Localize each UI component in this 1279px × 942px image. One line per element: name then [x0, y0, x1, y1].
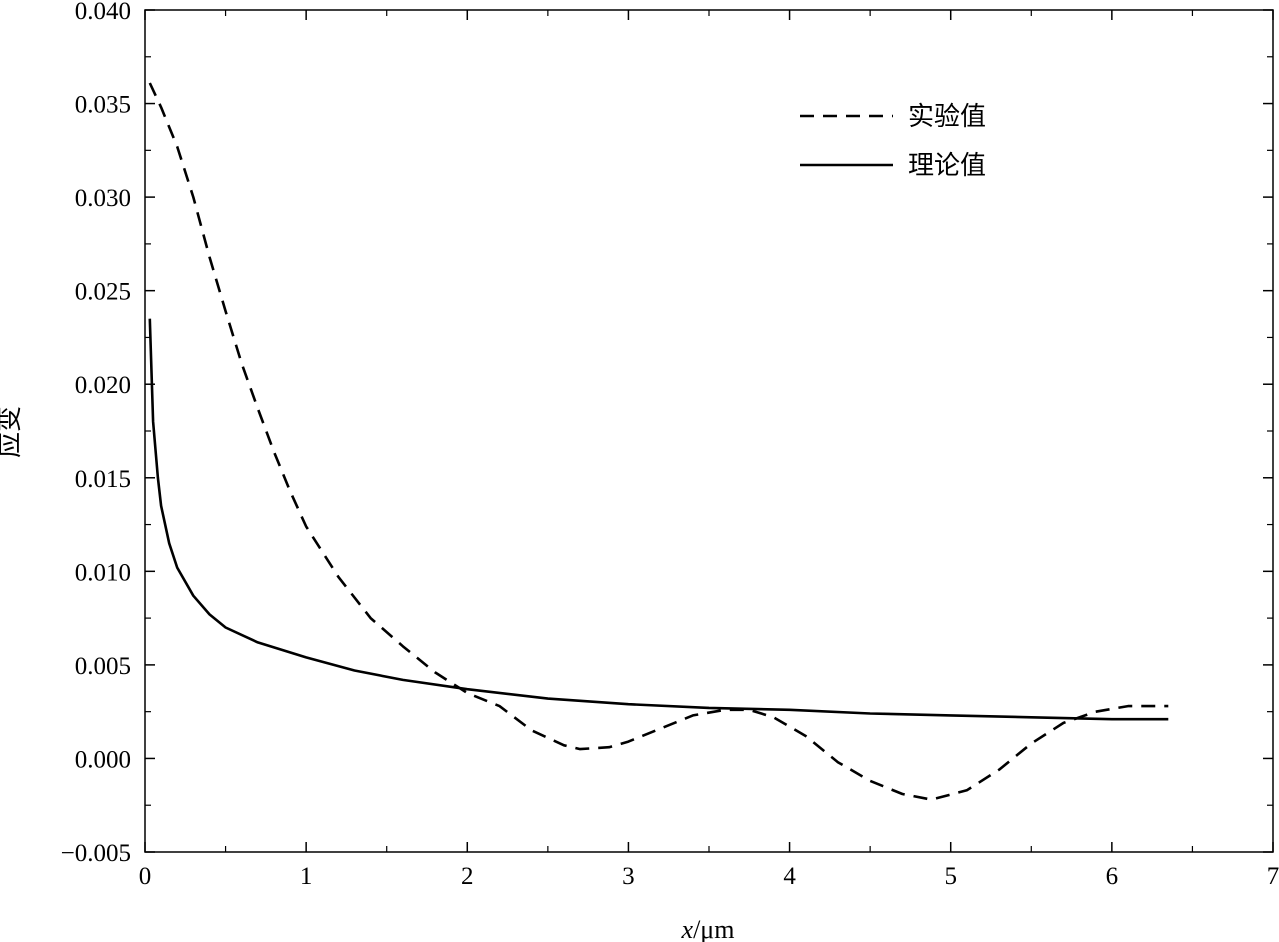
y-axis-title: 应变: [0, 406, 24, 458]
x-tick-label: 0: [139, 863, 152, 890]
y-tick-label: 0.005: [75, 653, 131, 680]
y-tick-label: 0.000: [75, 746, 131, 773]
x-tick-label: 6: [1106, 863, 1119, 890]
x-axis-title: x/μm: [681, 915, 735, 942]
x-tick-label: 5: [944, 863, 957, 890]
y-tick-label: −0.005: [61, 840, 131, 867]
legend-label-2: 理论值: [908, 151, 986, 181]
x-tick-label: 3: [622, 863, 635, 890]
plot-border: [144, 9, 1274, 853]
y-tick-label: 0.015: [75, 466, 131, 493]
x-tick-label: 7: [1267, 863, 1279, 890]
y-tick-label: 0.025: [75, 279, 131, 306]
legend-label-1: 实验值: [908, 102, 986, 132]
x-tick-label: 2: [461, 863, 474, 890]
x-axis: 0 1 2 3 4 5 6 7: [139, 10, 1279, 890]
y-tick-label: 0.010: [75, 559, 131, 586]
x-axis-title-unit: /μm: [693, 915, 734, 942]
y-axis: −0.005 0.000 0.005 0.010 0.015 0.020 0.025 0.03…: [61, 0, 1273, 867]
x-tick-label: 1: [300, 863, 313, 890]
plot-frame: [144, 9, 1274, 853]
series-lines: [148, 82, 1169, 801]
series-line-1: [148, 82, 1169, 801]
series-line-2: [148, 318, 1169, 721]
x-tick-label: 4: [783, 863, 796, 890]
x-axis-title-variable: x: [681, 915, 694, 942]
y-tick-label: 0.040: [75, 0, 131, 25]
y-tick-label: 0.035: [75, 92, 131, 119]
y-tick-label: 0.030: [75, 185, 131, 212]
y-tick-label: 0.020: [75, 372, 131, 399]
